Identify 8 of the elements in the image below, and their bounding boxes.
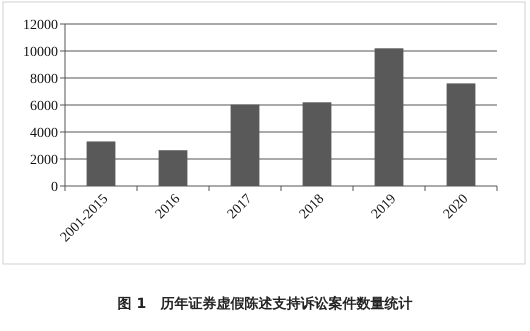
y-tick-label: 12000 [23, 18, 58, 33]
y-tick-label: 6000 [30, 98, 58, 114]
y-tick-label: 0 [51, 180, 58, 195]
text: 图 1 历年证券虚假陈述支持诉讼案件数量统计 [118, 295, 412, 312]
y-tick-label: 8000 [30, 72, 58, 87]
y-tick-label: 4000 [30, 126, 58, 141]
y-tick-label: 2000 [30, 152, 58, 168]
y-tick-label: 10000 [23, 44, 58, 60]
